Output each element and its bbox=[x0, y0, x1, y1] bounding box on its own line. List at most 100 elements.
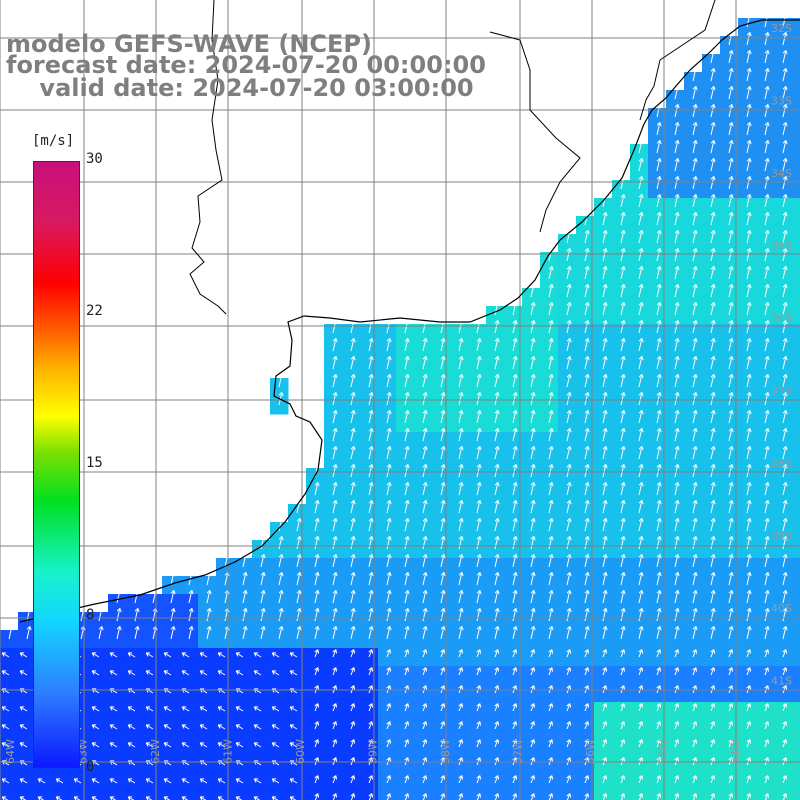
ocean-cell bbox=[612, 630, 631, 649]
ocean-cell bbox=[450, 720, 469, 739]
wind-arrow bbox=[566, 589, 572, 604]
wind-arrow bbox=[746, 463, 752, 478]
wind-arrow bbox=[656, 757, 662, 766]
ocean-cell bbox=[576, 468, 595, 487]
wind-arrow bbox=[458, 553, 464, 568]
wind-arrow bbox=[386, 607, 392, 622]
ocean-cell bbox=[630, 522, 649, 541]
ocean-cell bbox=[144, 792, 163, 800]
ocean-cell bbox=[702, 414, 721, 433]
ocean-cell bbox=[486, 468, 505, 487]
ocean-cell bbox=[234, 576, 253, 595]
wind-arrow bbox=[584, 337, 590, 352]
wind-arrow bbox=[386, 667, 392, 676]
wind-arrow bbox=[350, 757, 356, 766]
ocean-cell bbox=[774, 180, 793, 199]
ocean-cell bbox=[486, 540, 505, 559]
ocean-cell bbox=[306, 468, 325, 487]
wind-arrow bbox=[350, 337, 356, 352]
ocean-cell bbox=[738, 126, 757, 145]
wind-arrow bbox=[620, 571, 626, 586]
wind-arrow bbox=[584, 721, 590, 730]
wind-arrow bbox=[656, 175, 662, 190]
wind-arrow bbox=[710, 391, 716, 406]
wind-arrow bbox=[512, 337, 518, 352]
wind-arrow bbox=[548, 427, 554, 442]
wind-arrow bbox=[746, 649, 752, 658]
wind-arrow bbox=[404, 391, 410, 406]
wind-arrow bbox=[764, 685, 770, 694]
wind-arrow bbox=[404, 757, 410, 766]
ocean-cell bbox=[486, 414, 505, 433]
wind-arrow bbox=[764, 301, 770, 316]
ocean-cell bbox=[540, 612, 559, 631]
ocean-cell bbox=[540, 252, 559, 271]
ocean-cell bbox=[306, 594, 325, 613]
wind-arrow bbox=[746, 775, 752, 784]
ocean-cell bbox=[702, 774, 721, 793]
ocean-cell bbox=[270, 684, 289, 703]
ocean-cell bbox=[576, 306, 595, 325]
wind-arrow bbox=[530, 535, 536, 550]
ocean-cell bbox=[108, 774, 127, 793]
wind-arrow bbox=[296, 607, 302, 622]
ocean-cell bbox=[702, 648, 721, 667]
ocean-cell bbox=[576, 576, 595, 595]
ocean-cell bbox=[738, 18, 757, 37]
wind-arrow bbox=[19, 724, 28, 730]
ocean-cell bbox=[648, 252, 667, 271]
wind-arrow bbox=[674, 121, 680, 136]
wind-arrow bbox=[260, 589, 266, 604]
wind-arrow bbox=[512, 481, 518, 496]
ocean-cell bbox=[468, 684, 487, 703]
wind-arrow bbox=[440, 391, 446, 406]
wind-arrow bbox=[1, 652, 10, 658]
ocean-cell bbox=[180, 684, 199, 703]
wind-arrow bbox=[602, 775, 608, 784]
ocean-cell bbox=[540, 360, 559, 379]
ocean-cell bbox=[684, 540, 703, 559]
wind-arrow bbox=[368, 721, 374, 730]
wind-arrow bbox=[602, 703, 608, 712]
ocean-cell bbox=[594, 486, 613, 505]
wind-arrow bbox=[476, 535, 482, 550]
wind-arrow bbox=[674, 175, 680, 190]
ocean-cell bbox=[738, 180, 757, 199]
ocean-cell bbox=[486, 648, 505, 667]
ocean-cell bbox=[522, 522, 541, 541]
ocean-cell bbox=[666, 378, 685, 397]
ocean-cell bbox=[720, 324, 739, 343]
ocean-cell bbox=[324, 360, 343, 379]
wind-arrow bbox=[271, 742, 280, 748]
wind-arrow bbox=[746, 211, 752, 226]
ocean-cell bbox=[324, 414, 343, 433]
wind-arrow bbox=[314, 649, 320, 658]
wind-arrow bbox=[746, 625, 752, 640]
ocean-cell bbox=[774, 414, 793, 433]
ocean-cell bbox=[702, 738, 721, 757]
wind-arrow bbox=[746, 85, 752, 100]
wind-arrow bbox=[494, 571, 500, 586]
ocean-cell bbox=[684, 558, 703, 577]
wind-arrow bbox=[674, 649, 680, 658]
wind-arrow bbox=[746, 589, 752, 604]
ocean-cell bbox=[396, 630, 415, 649]
wind-arrow bbox=[368, 571, 374, 586]
wind-arrow bbox=[350, 535, 356, 550]
ocean-cell bbox=[792, 54, 800, 73]
ocean-cell bbox=[684, 576, 703, 595]
wind-arrow bbox=[170, 589, 176, 604]
ocean-cell bbox=[504, 612, 523, 631]
wind-arrow bbox=[782, 85, 788, 100]
ocean-cell bbox=[756, 180, 775, 199]
wind-arrow bbox=[289, 742, 298, 748]
wind-arrow bbox=[296, 589, 302, 604]
wind-arrow bbox=[476, 499, 482, 514]
wind-arrow bbox=[764, 373, 770, 388]
ocean-cell bbox=[576, 342, 595, 361]
ocean-cell bbox=[324, 522, 343, 541]
ocean-cell bbox=[90, 684, 109, 703]
wind-arrow bbox=[440, 427, 446, 442]
wind-arrow bbox=[620, 445, 626, 460]
wind-arrow bbox=[530, 667, 536, 676]
